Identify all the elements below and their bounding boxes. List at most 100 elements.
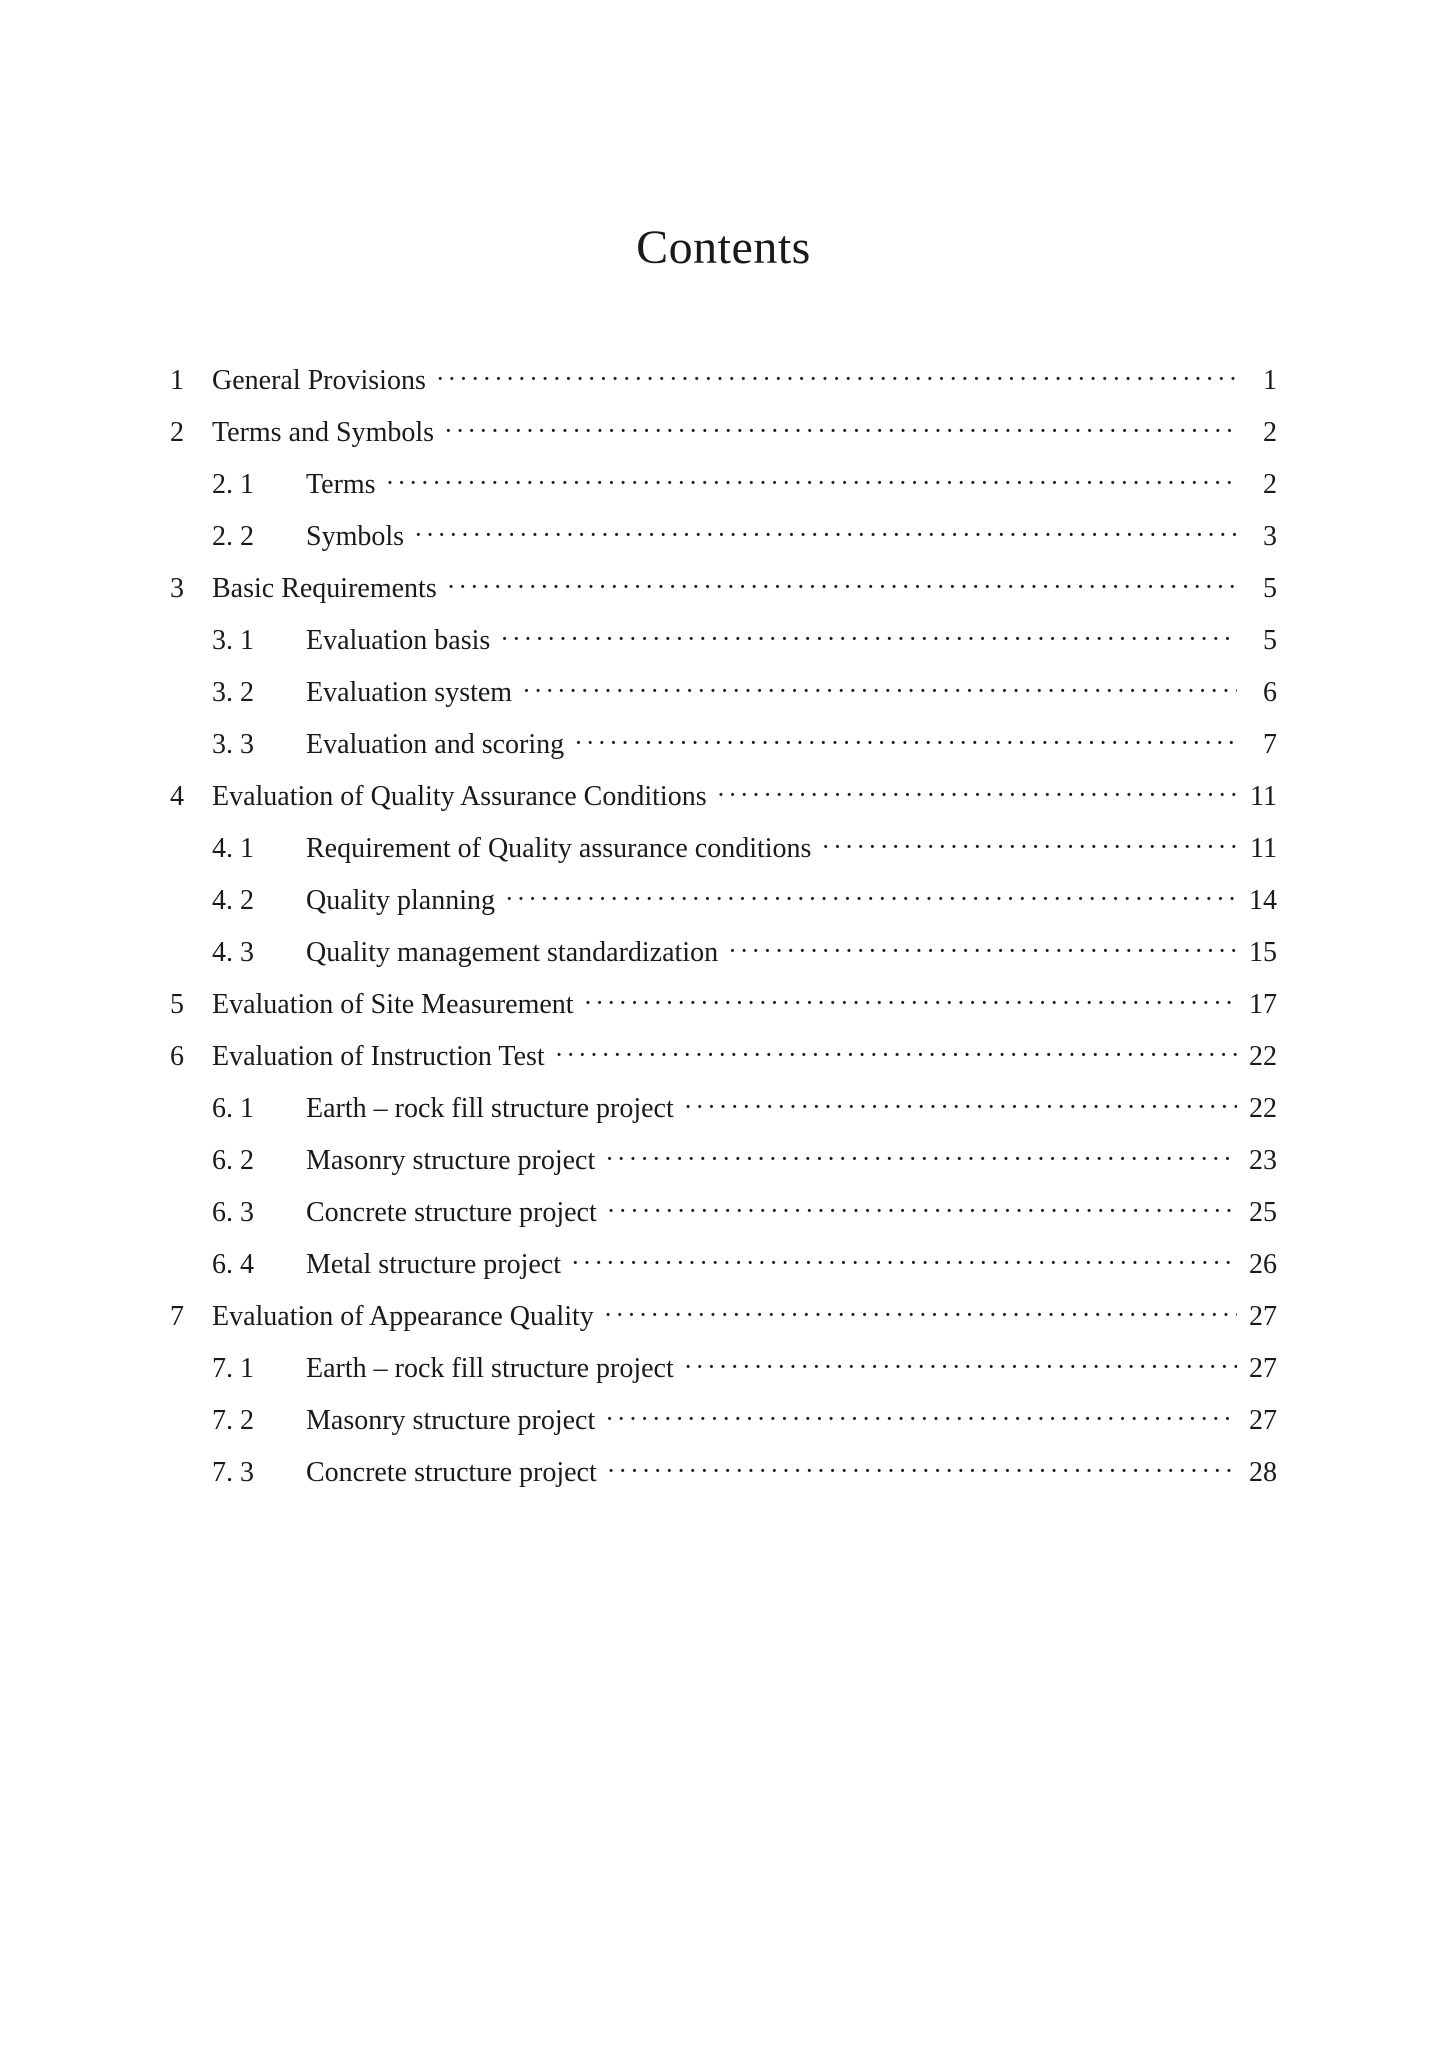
- toc-entry: 3. 2Evaluation system 6: [170, 679, 1277, 707]
- toc-label: Masonry structure project: [306, 1147, 605, 1175]
- toc-entry: 3. 1Evaluation basis 5: [170, 627, 1277, 655]
- toc-section-number: 3. 3: [212, 731, 306, 759]
- toc-chapter-number: 2: [170, 419, 212, 447]
- toc-label: Evaluation system: [306, 679, 522, 707]
- toc-entry: 6. 2Masonry structure project23: [170, 1147, 1277, 1175]
- toc-page-number: 26: [1237, 1251, 1277, 1279]
- toc-page-number: 3: [1237, 523, 1277, 551]
- toc-label: Earth – rock fill structure project: [306, 1355, 684, 1383]
- toc-section-number: 3. 1: [212, 627, 306, 655]
- toc-chapter-number: 4: [170, 783, 212, 811]
- toc-label: Terms: [306, 471, 386, 499]
- toc-leader-dots: [607, 1198, 1237, 1224]
- toc-leader-dots: [386, 470, 1237, 496]
- toc-leader-dots: [414, 522, 1237, 548]
- toc-label: Symbols: [306, 523, 414, 551]
- page-title: Contents: [170, 220, 1277, 275]
- toc-page-number: 6: [1237, 679, 1277, 707]
- toc-leader-dots: [684, 1094, 1237, 1120]
- toc-label: Evaluation and scoring: [306, 731, 574, 759]
- toc-entry: 5Evaluation of Site Measurement 17: [170, 991, 1277, 1019]
- toc-entry: 2Terms and Symbols2: [170, 419, 1277, 447]
- toc-label: Evaluation of Site Measurement: [212, 991, 584, 1019]
- toc-entry: 1General Provisions1: [170, 367, 1277, 395]
- toc-leader-dots: [717, 782, 1237, 808]
- toc-chapter-number: 5: [170, 991, 212, 1019]
- toc-entry: 4. 3Quality management standardization15: [170, 939, 1277, 967]
- toc-leader-dots: [605, 1406, 1237, 1432]
- toc-entry: 6. 3Concrete structure project 25: [170, 1199, 1277, 1227]
- toc-label: Concrete structure project: [306, 1199, 607, 1227]
- toc-section-number: 4. 3: [212, 939, 306, 967]
- toc-page-number: 23: [1237, 1147, 1277, 1175]
- toc-entry: 3. 3Evaluation and scoring 7: [170, 731, 1277, 759]
- toc-entry: 2. 2Symbols 3: [170, 523, 1277, 551]
- toc-leader-dots: [605, 1146, 1237, 1172]
- toc-entry: 6. 1Earth – rock fill structure project 2…: [170, 1095, 1277, 1123]
- toc-label: Evaluation basis: [306, 627, 500, 655]
- toc-section-number: 3. 2: [212, 679, 306, 707]
- toc-page-number: 7: [1237, 731, 1277, 759]
- toc-entry: 4Evaluation of Quality Assurance Conditi…: [170, 783, 1277, 811]
- toc-entry: 4. 1Requirement of Quality assurance con…: [170, 835, 1277, 863]
- toc-section-number: 7. 2: [212, 1407, 306, 1435]
- toc-section-number: 4. 1: [212, 835, 306, 863]
- toc-leader-dots: [821, 834, 1237, 860]
- toc-page-number: 11: [1237, 783, 1277, 811]
- toc-leader-dots: [500, 626, 1237, 652]
- toc-leader-dots: [505, 886, 1237, 912]
- toc-label: Basic Requirements: [212, 575, 447, 603]
- toc-label: Quality planning: [306, 887, 505, 915]
- toc-page-number: 2: [1237, 419, 1277, 447]
- toc-entry: 6Evaluation of Instruction Test 22: [170, 1043, 1277, 1071]
- toc-label: Evaluation of Instruction Test: [212, 1043, 555, 1071]
- toc-leader-dots: [584, 990, 1237, 1016]
- toc-page-number: 5: [1237, 575, 1277, 603]
- toc-section-number: 6. 1: [212, 1095, 306, 1123]
- toc-page-number: 22: [1237, 1043, 1277, 1071]
- toc-leader-dots: [555, 1042, 1237, 1068]
- toc-section-number: 6. 3: [212, 1199, 306, 1227]
- toc-label: Metal structure project: [306, 1251, 571, 1279]
- toc-chapter-number: 7: [170, 1303, 212, 1331]
- toc-leader-dots: [728, 938, 1237, 964]
- toc-page-number: 22: [1237, 1095, 1277, 1123]
- toc-section-number: 6. 4: [212, 1251, 306, 1279]
- toc-page-number: 2: [1237, 471, 1277, 499]
- toc-page-number: 5: [1237, 627, 1277, 655]
- toc-entry: 3Basic Requirements 5: [170, 575, 1277, 603]
- toc-leader-dots: [571, 1250, 1237, 1276]
- toc-leader-dots: [447, 574, 1237, 600]
- toc-chapter-number: 3: [170, 575, 212, 603]
- toc-page-number: 15: [1237, 939, 1277, 967]
- toc-label: Earth – rock fill structure project: [306, 1095, 684, 1123]
- toc-leader-dots: [607, 1458, 1237, 1484]
- toc-label: Requirement of Quality assurance conditi…: [306, 835, 821, 863]
- toc-page-number: 28: [1237, 1459, 1277, 1487]
- toc-section-number: 7. 3: [212, 1459, 306, 1487]
- toc-label: Evaluation of Quality Assurance Conditio…: [212, 783, 717, 811]
- toc-leader-dots: [574, 730, 1237, 756]
- toc-section-number: 7. 1: [212, 1355, 306, 1383]
- toc-chapter-number: 6: [170, 1043, 212, 1071]
- toc-section-number: 2. 1: [212, 471, 306, 499]
- toc-label: Evaluation of Appearance Quality: [212, 1303, 604, 1331]
- toc-page-number: 17: [1237, 991, 1277, 1019]
- toc-leader-dots: [436, 366, 1237, 392]
- toc-section-number: 4. 2: [212, 887, 306, 915]
- toc-entry: 7. 1Earth – rock fill structure project2…: [170, 1355, 1277, 1383]
- toc-section-number: 2. 2: [212, 523, 306, 551]
- toc-entry: 4. 2Quality planning14: [170, 887, 1277, 915]
- toc-leader-dots: [444, 418, 1237, 444]
- table-of-contents: 1General Provisions12Terms and Symbols22…: [170, 367, 1277, 1487]
- toc-leader-dots: [522, 678, 1237, 704]
- toc-label: Masonry structure project: [306, 1407, 605, 1435]
- toc-page-number: 27: [1237, 1407, 1277, 1435]
- toc-entry: 6. 4Metal structure project 26: [170, 1251, 1277, 1279]
- toc-page-number: 1: [1237, 367, 1277, 395]
- toc-page-number: 25: [1237, 1199, 1277, 1227]
- toc-entry: 7Evaluation of Appearance Quality27: [170, 1303, 1277, 1331]
- toc-chapter-number: 1: [170, 367, 212, 395]
- toc-leader-dots: [604, 1302, 1237, 1328]
- toc-entry: 7. 2Masonry structure project 27: [170, 1407, 1277, 1435]
